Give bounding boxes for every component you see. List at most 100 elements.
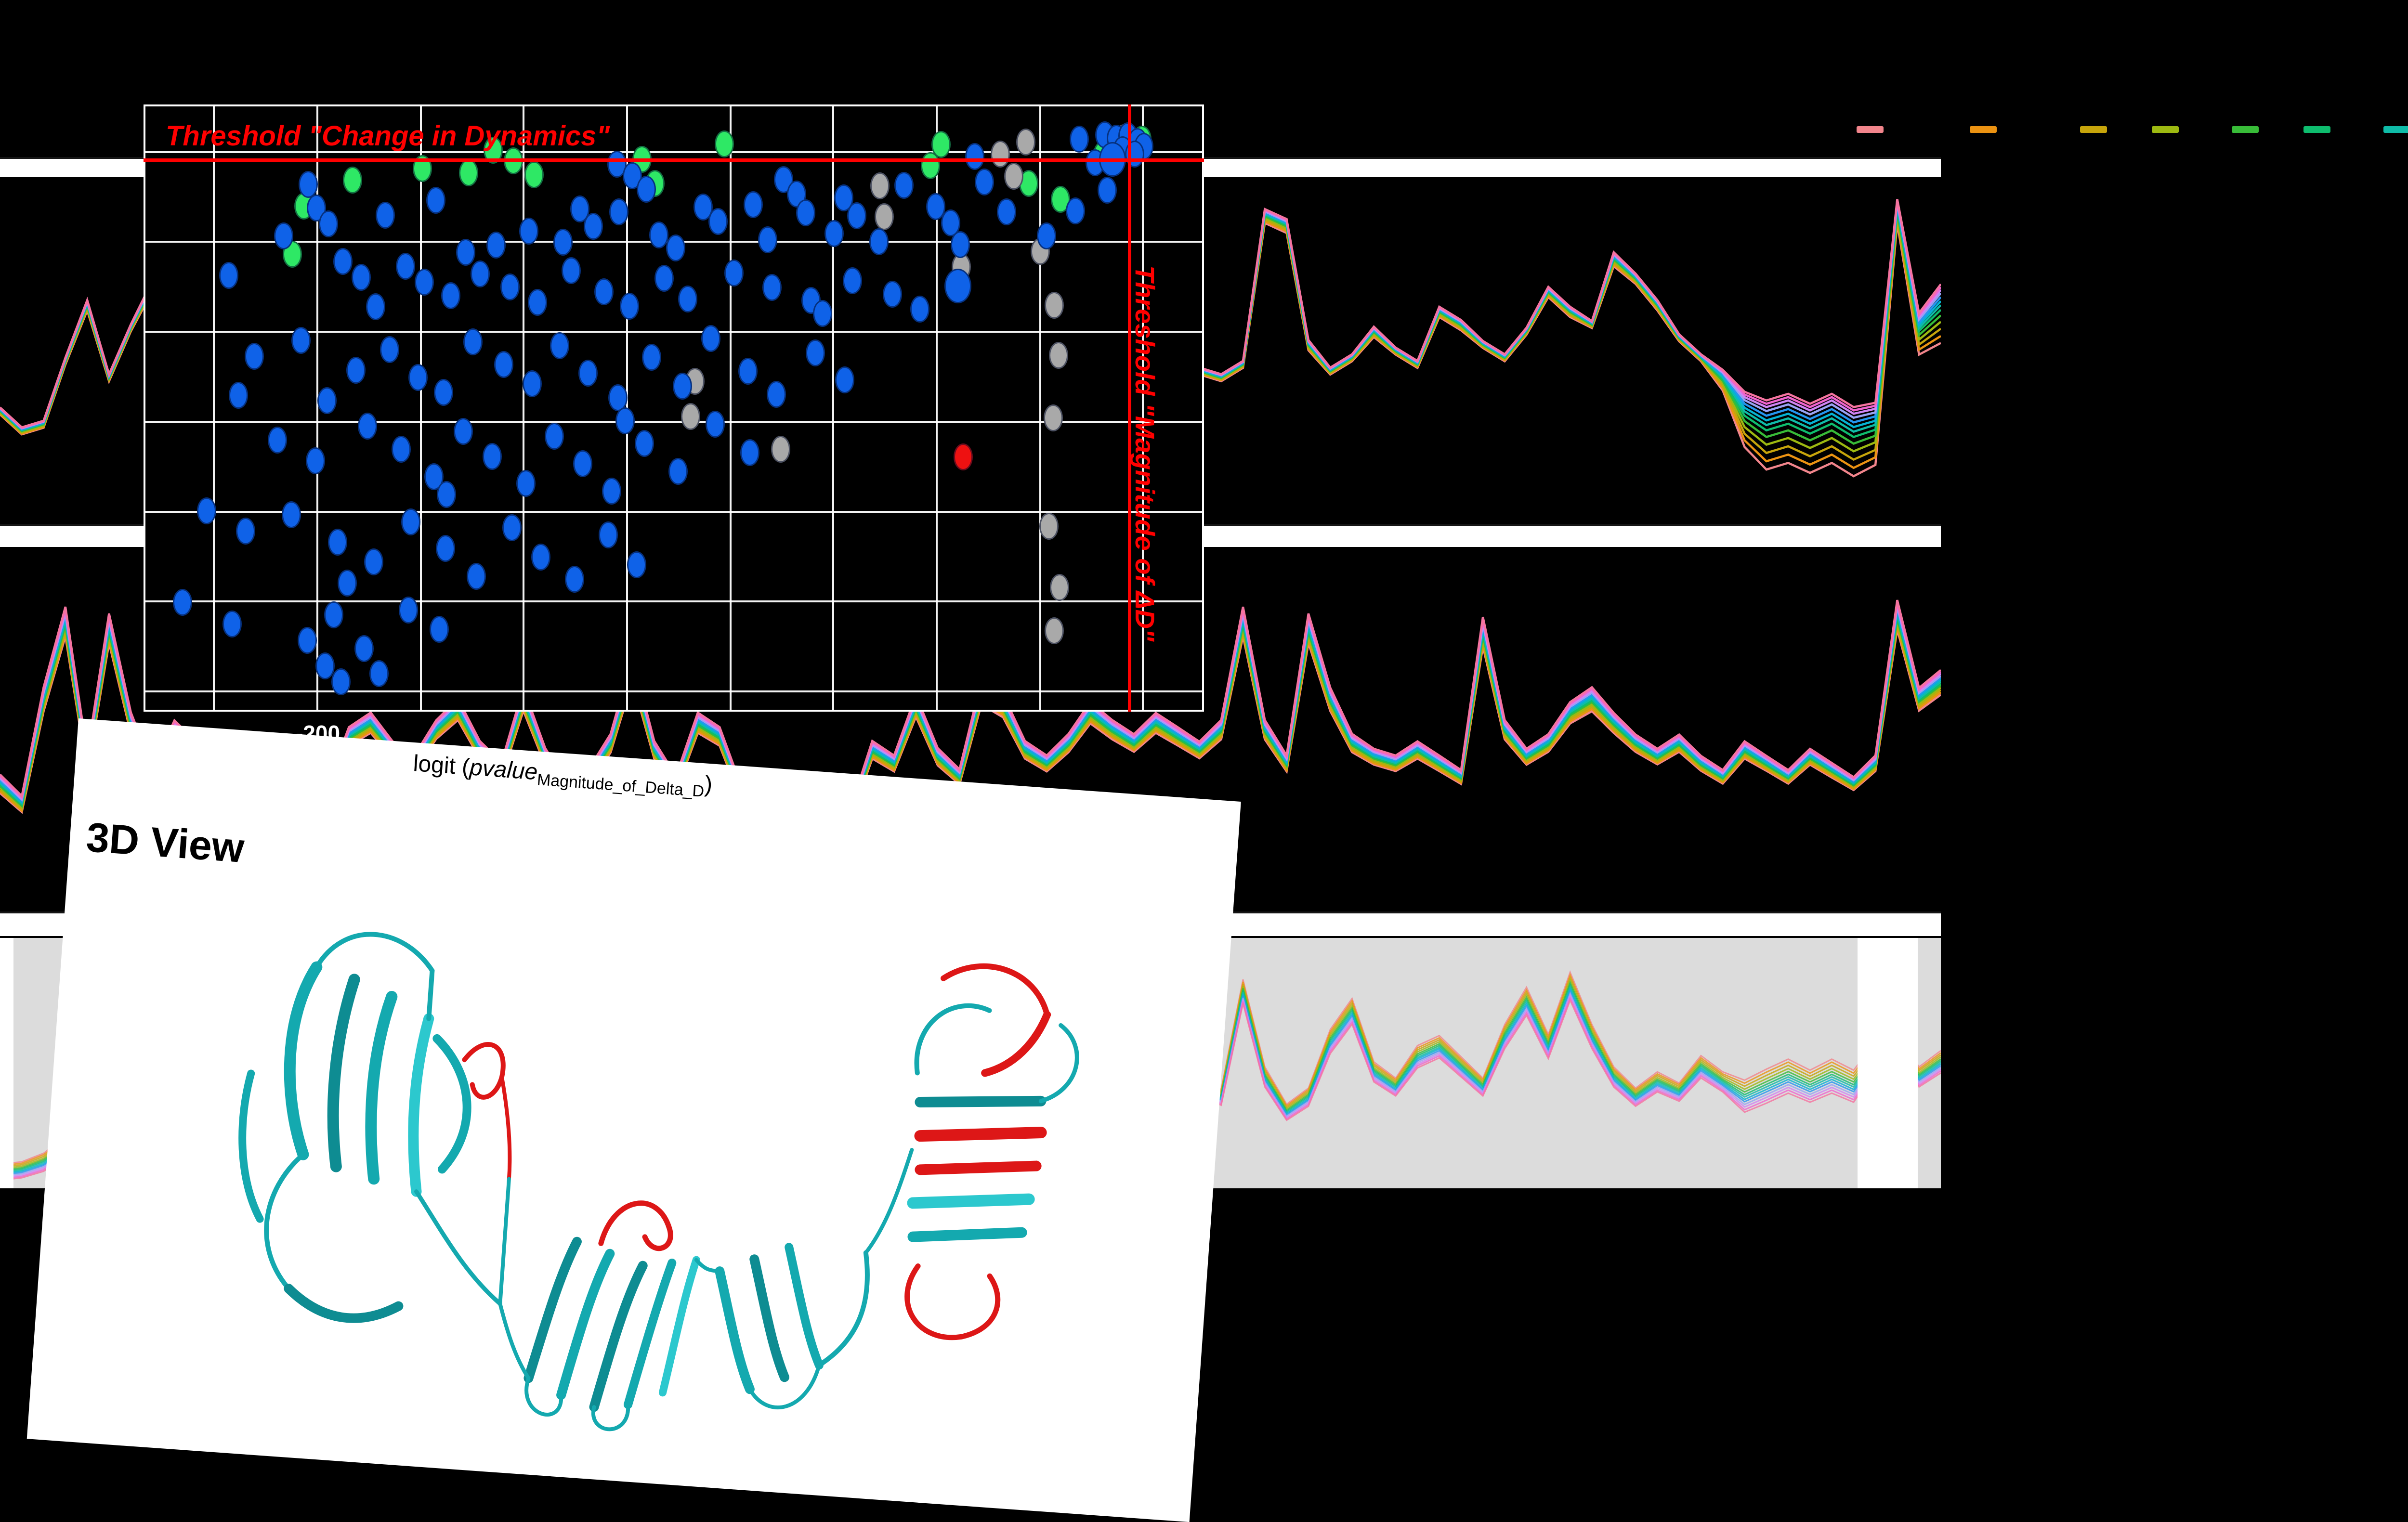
- legend-swatch-3: [2080, 126, 2107, 133]
- scatter-point: [545, 423, 564, 450]
- scatter-point: [343, 166, 363, 194]
- scatter-point: [607, 151, 627, 178]
- scatter-point: [306, 447, 326, 474]
- exposure-time-legend: [1397, 124, 2408, 139]
- scatter-point: [634, 430, 654, 457]
- xlabel-value: value: [481, 755, 539, 785]
- scatter-point: [796, 199, 816, 226]
- volcano-plot: Threshold "Change in Dynamics" Threshold…: [144, 104, 1204, 712]
- scatter-point: [229, 382, 249, 409]
- scatter-point: [369, 660, 389, 687]
- scatter-point: [351, 263, 371, 291]
- scatter-point: [944, 269, 972, 304]
- scatter-point: [883, 280, 903, 308]
- scatter-point: [291, 327, 311, 354]
- scatter-point: [328, 528, 348, 556]
- threshold-line-horizontal: [144, 158, 1204, 162]
- scatter-point: [975, 168, 995, 195]
- scatter-point: [654, 265, 674, 292]
- gridline-vertical: [213, 106, 215, 710]
- protein-ribbon-structure: [238, 932, 1079, 1431]
- scatter-point: [771, 435, 790, 463]
- scatter-point: [813, 299, 833, 327]
- scatter-point: [437, 481, 457, 508]
- scatter-point: [847, 202, 866, 229]
- scatter-point: [608, 384, 628, 412]
- gridline-vertical: [936, 106, 938, 710]
- scatter-point: [743, 191, 763, 219]
- scatter-point: [762, 273, 782, 301]
- scatter-point: [894, 172, 914, 199]
- scatter-point: [433, 378, 453, 406]
- gridline-vertical: [1141, 106, 1144, 710]
- scatter-point: [395, 253, 415, 280]
- scatter-point: [298, 170, 318, 198]
- scatter-point: [500, 273, 520, 300]
- xlabel-p: p: [469, 754, 484, 781]
- scatter-point: [333, 248, 353, 275]
- scatter-point: [1125, 140, 1144, 168]
- scatter-point: [724, 259, 744, 286]
- threshold-line-vertical: [1128, 104, 1132, 712]
- scatter-point: [315, 652, 335, 679]
- scatter-point: [338, 569, 357, 597]
- scatter-point: [1097, 177, 1117, 204]
- scatter-point: [954, 443, 973, 470]
- scatter-point: [441, 282, 461, 310]
- scatter-point: [1065, 197, 1085, 224]
- gridline-horizontal: [145, 510, 1202, 513]
- scatter-point: [268, 426, 288, 454]
- scatter-point: [619, 292, 639, 320]
- scatter-point: [436, 535, 456, 562]
- scatter-point: [399, 597, 419, 624]
- scatter-point: [466, 563, 486, 590]
- scatter-point: [401, 508, 420, 536]
- scatter-point: [1070, 125, 1089, 153]
- scatter-point: [553, 228, 573, 256]
- scatter-point: [578, 359, 598, 387]
- scatter-point: [805, 339, 825, 367]
- scatter-point: [502, 514, 522, 541]
- scatter-point: [281, 501, 301, 529]
- gridline-horizontal: [145, 600, 1202, 603]
- legend-swatch-5: [2232, 126, 2259, 133]
- scatter-point: [965, 143, 985, 170]
- legend-swatch-7: [2383, 126, 2408, 133]
- gridline-horizontal: [145, 331, 1202, 333]
- scatter-point: [926, 193, 946, 220]
- scatter-point: [346, 356, 366, 384]
- scatter-point: [519, 218, 539, 245]
- scatter-point: [708, 208, 728, 235]
- scatter-point: [459, 159, 479, 186]
- scatter-point: [738, 358, 758, 385]
- gridline-horizontal: [145, 690, 1202, 692]
- scatter-point: [1016, 128, 1035, 156]
- gridline-vertical: [1039, 106, 1042, 710]
- scatter-point: [740, 439, 759, 467]
- scatter-point: [297, 626, 317, 654]
- scatter-point: [197, 497, 217, 524]
- scatter-point: [429, 616, 449, 643]
- gridline-vertical: [730, 106, 732, 710]
- gridline-vertical: [316, 106, 319, 710]
- scatter-point: [562, 257, 581, 284]
- coverage-gap: [1857, 938, 1918, 1188]
- scatter-point: [531, 543, 550, 571]
- scatter-point: [636, 175, 656, 203]
- scatter-point: [990, 140, 1010, 168]
- scatter-point: [274, 222, 294, 250]
- scatter-point: [426, 187, 446, 214]
- 3d-view-panel: logit (pvalueMagnitude_of_Delta_D) 3D Vi…: [26, 718, 1241, 1522]
- scatter-point: [380, 336, 399, 363]
- legend-swatch-4: [2152, 126, 2179, 133]
- scatter-point: [598, 521, 618, 548]
- scatter-point: [774, 166, 794, 193]
- threshold-horizontal-label: Threshold "Change in Dynamics": [166, 120, 610, 152]
- scatter-point: [391, 435, 411, 463]
- scatter-point: [1037, 222, 1057, 250]
- gridline-vertical: [832, 106, 835, 710]
- scatter-point: [910, 296, 930, 323]
- scatter-point: [1043, 404, 1063, 431]
- scatter-point: [486, 232, 506, 259]
- legend-swatch-6: [2303, 126, 2330, 133]
